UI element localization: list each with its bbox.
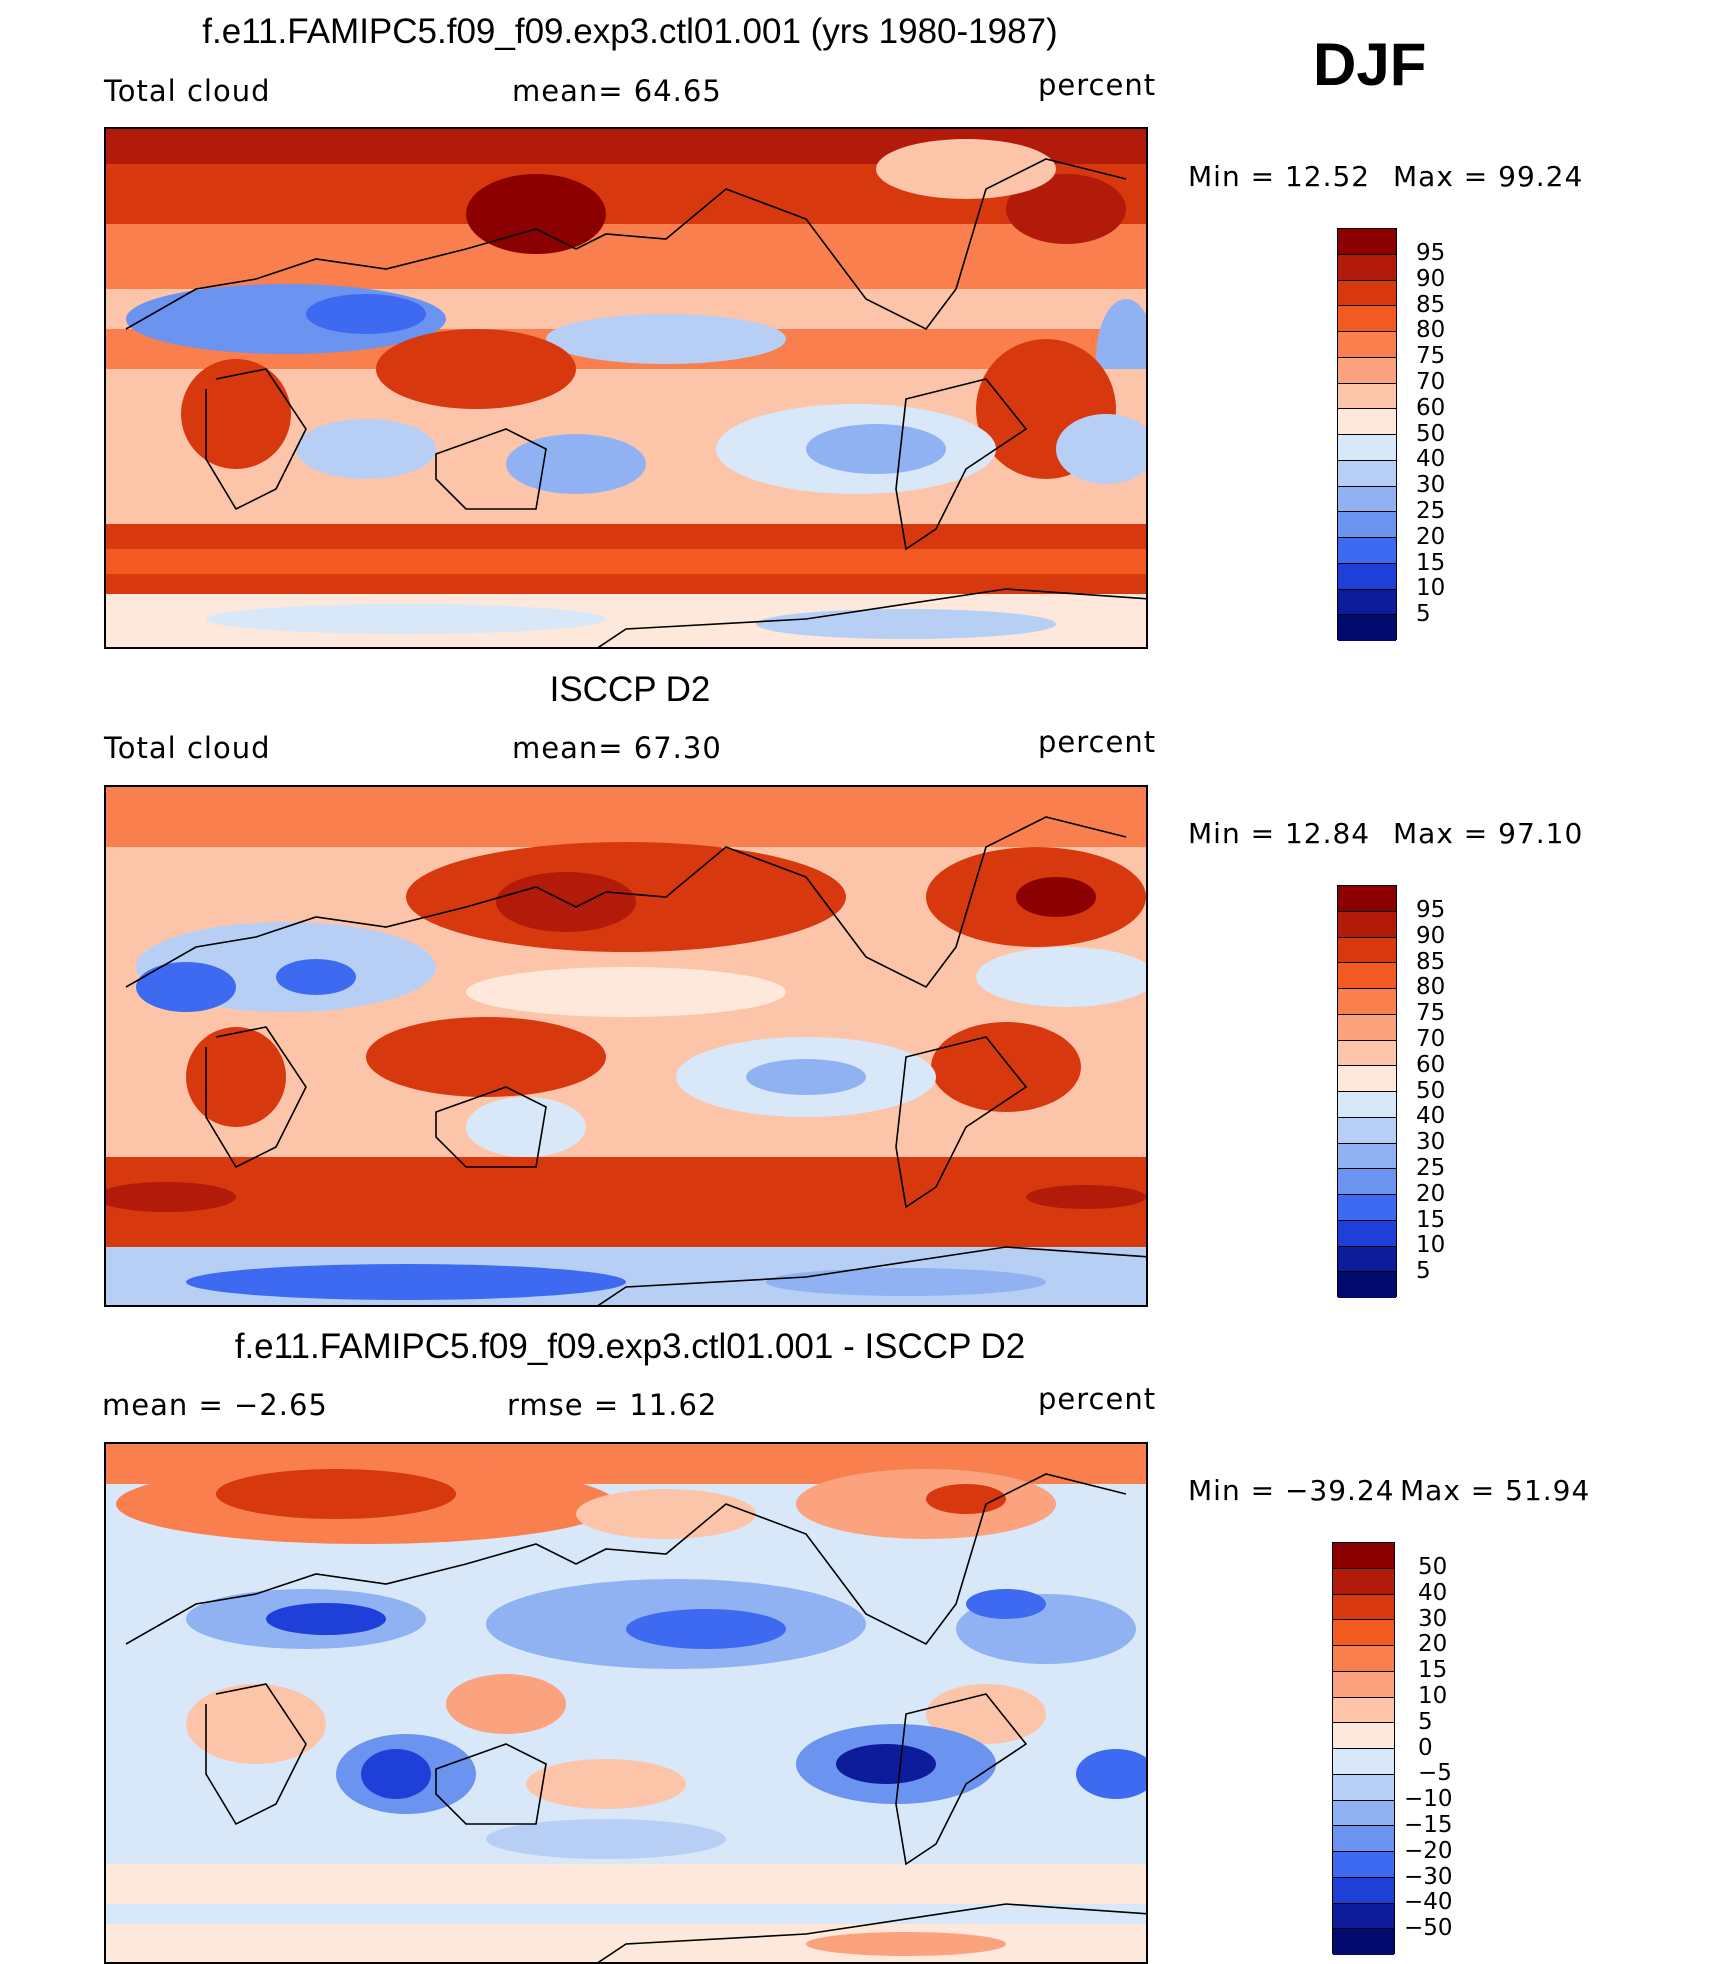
colorbar-label: 80	[1416, 317, 1446, 344]
colorbar-label: −30	[1404, 1863, 1453, 1890]
colorbar-label: 85	[1416, 291, 1446, 318]
panel-2-max: Max = 97.10	[1393, 817, 1584, 850]
panel-1-max: Max = 99.24	[1393, 160, 1584, 193]
colorbar-label: 85	[1416, 948, 1446, 975]
colorbar-label: 15	[1418, 1657, 1448, 1684]
colorbar-label: 50	[1416, 420, 1446, 447]
colorbar-label: 30	[1418, 1605, 1448, 1632]
panel-3-colorbar-labels: 50 40 30 20 15 10 5 0 −5 −10 −15 −20 −30…	[1404, 1554, 1453, 1942]
colorbar-label: −40	[1404, 1889, 1453, 1916]
colorbar-label: 0	[1418, 1734, 1433, 1761]
panel-3-title: f.e11.FAMIPC5.f09_f09.exp3.ctl01.001 - I…	[234, 1327, 1026, 1366]
panel-1-variable-label: Total cloud	[104, 74, 271, 108]
colorbar-label: 90	[1416, 922, 1446, 949]
panel-2-colorbar-labels: 95 90 85 80 75 70 60 50 40 30 25 20 15 1…	[1416, 897, 1446, 1285]
colorbar-label: −15	[1404, 1811, 1453, 1838]
colorbar-label: 40	[1418, 1579, 1448, 1606]
colorbar-label: 70	[1416, 368, 1446, 395]
panel-1-units-label: percent	[1038, 68, 1157, 102]
colorbar-label: 10	[1418, 1682, 1448, 1709]
panel-3-min: Min = −39.24	[1188, 1474, 1395, 1507]
colorbar-label: 25	[1416, 1154, 1446, 1181]
colorbar-label: 5	[1416, 1258, 1431, 1285]
panel-3-rmse-label: rmse = 11.62	[507, 1388, 718, 1422]
colorbar-label: 10	[1416, 575, 1446, 602]
colorbar-label: 95	[1416, 897, 1446, 923]
colorbar-label: 50	[1418, 1554, 1448, 1580]
panel-2-colorbar	[1337, 885, 1397, 1298]
colorbar-label: 75	[1416, 1000, 1446, 1027]
panel-2-variable-label: Total cloud	[104, 731, 271, 765]
panel-3-units-label: percent	[1038, 1382, 1157, 1416]
colorbar-label: 20	[1416, 1180, 1446, 1207]
colorbar-label: 60	[1416, 394, 1446, 421]
panel-3-map	[104, 1442, 1148, 1964]
colorbar-label: 75	[1416, 343, 1446, 370]
panel-2-mean-label: mean= 67.30	[512, 731, 722, 765]
colorbar-label: −20	[1404, 1837, 1453, 1864]
panel-1-colorbar-labels: 95 90 85 80 75 70 60 50 40 30 25 20 15 1…	[1416, 240, 1446, 628]
colorbar-label: 5	[1418, 1708, 1433, 1735]
colorbar-label: 60	[1416, 1051, 1446, 1078]
colorbar-label: 20	[1418, 1631, 1448, 1658]
panel-2-units-label: percent	[1038, 725, 1157, 759]
colorbar-label: 50	[1416, 1077, 1446, 1104]
panel-1-mean-label: mean= 64.65	[512, 74, 722, 108]
colorbar-label: 20	[1416, 523, 1446, 550]
colorbar-label: 40	[1416, 446, 1446, 473]
panel-3-colorbar	[1332, 1542, 1395, 1955]
colorbar-label: 30	[1416, 472, 1446, 499]
colorbar-label: 95	[1416, 240, 1446, 266]
colorbar-label: 10	[1416, 1232, 1446, 1259]
colorbar-label: 15	[1416, 1206, 1446, 1233]
season-label: DJF	[1313, 31, 1427, 98]
panel-1-map-svg	[106, 129, 1146, 647]
panel-3-mean-label: mean = −2.65	[102, 1388, 328, 1422]
panel-1-map	[104, 127, 1148, 649]
colorbar-label: −5	[1418, 1760, 1452, 1787]
panel-1-min: Min = 12.52	[1188, 160, 1371, 193]
panel-1-colorbar	[1337, 228, 1397, 641]
colorbar-label: 30	[1416, 1129, 1446, 1156]
colorbar-label: 5	[1416, 601, 1431, 628]
panel-2-title: ISCCP D2	[549, 670, 711, 709]
colorbar-label: 80	[1416, 974, 1446, 1001]
panel-3-max: Max = 51.94	[1400, 1474, 1591, 1507]
colorbar-label: 15	[1416, 549, 1446, 576]
panel-2-min: Min = 12.84	[1188, 817, 1371, 850]
colorbar-label: 70	[1416, 1025, 1446, 1052]
panel-2-map-svg	[106, 787, 1146, 1305]
panel-2-map	[104, 785, 1148, 1307]
colorbar-label: −10	[1404, 1786, 1453, 1813]
panel-1-title: f.e11.FAMIPC5.f09_f09.exp3.ctl01.001 (yr…	[202, 12, 1058, 51]
colorbar-label: −50	[1404, 1915, 1453, 1942]
colorbar-label: 90	[1416, 265, 1446, 292]
panel-3-map-svg	[106, 1444, 1146, 1962]
colorbar-label: 40	[1416, 1103, 1446, 1130]
colorbar-label: 25	[1416, 497, 1446, 524]
